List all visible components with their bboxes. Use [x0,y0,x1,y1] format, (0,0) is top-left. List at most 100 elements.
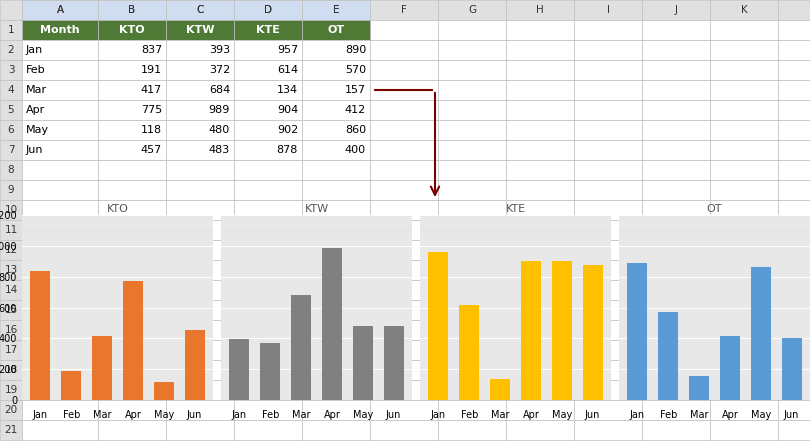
Bar [574,60,642,80]
Bar [234,360,302,380]
Bar [438,260,506,280]
Bar [778,240,810,260]
Bar [782,338,802,400]
Bar [302,360,370,380]
Bar [438,20,506,40]
Bar [370,360,438,380]
Bar [506,300,574,320]
Bar [302,60,370,80]
Text: 417: 417 [141,85,162,95]
Text: 372: 372 [209,65,230,75]
Text: Jan: Jan [26,45,43,55]
Bar [98,20,166,40]
Bar [710,0,778,20]
Text: B: B [129,5,135,15]
Bar [166,100,234,120]
Bar [778,400,810,420]
Bar [234,240,302,260]
Bar [370,40,438,60]
Bar [710,400,778,420]
Bar [166,200,234,220]
Bar [710,200,778,220]
Bar [234,180,302,200]
Bar [438,320,506,340]
Bar [166,160,234,180]
Text: 20: 20 [4,405,18,415]
Bar [22,80,98,100]
Text: 118: 118 [141,125,162,135]
Bar [302,400,370,420]
Bar [302,40,370,60]
Bar [438,60,506,80]
Bar [438,340,506,360]
Text: 393: 393 [209,45,230,55]
Bar [22,260,98,280]
Bar [302,120,370,140]
Text: B: B [129,5,135,15]
Text: 15: 15 [4,305,18,315]
Bar [234,380,302,400]
Bar [98,120,166,140]
Bar [778,180,810,200]
Bar [370,80,438,100]
Bar [778,140,810,160]
Text: KTW: KTW [185,25,215,35]
Bar [154,382,173,400]
Bar [506,60,574,80]
Bar [370,220,438,240]
Bar [642,160,710,180]
Bar [778,340,810,360]
Bar [370,140,438,160]
Bar [302,380,370,400]
Bar [166,0,234,20]
Bar [302,140,370,160]
Bar [98,240,166,260]
Text: 18: 18 [4,365,18,375]
Bar [642,400,710,420]
Bar [642,420,710,440]
Bar [166,120,234,140]
Bar [438,40,506,60]
Text: E: E [333,5,339,15]
Bar [438,360,506,380]
Bar [778,80,810,100]
Text: 3: 3 [7,65,15,75]
Bar [642,140,710,160]
Bar [506,380,574,400]
Bar [302,300,370,320]
Bar [166,400,234,420]
Bar [370,100,438,120]
Bar [370,420,438,440]
Bar [506,0,574,20]
Bar [370,260,438,280]
Bar [778,420,810,440]
Bar [22,60,98,80]
Bar [642,320,710,340]
Bar [98,80,166,100]
Bar [166,40,234,60]
Bar [710,100,778,120]
Bar [0,420,22,440]
Text: 957: 957 [277,45,298,55]
Bar [438,220,506,240]
Bar [370,300,438,320]
Bar [166,420,234,440]
Bar [383,326,403,400]
Bar [642,100,710,120]
Bar [438,80,506,100]
Text: 21: 21 [4,425,18,435]
Bar [642,20,710,40]
Bar [642,60,710,80]
Bar [234,120,302,140]
Bar [438,240,506,260]
Bar [302,200,370,220]
Text: KTE: KTE [256,25,280,35]
Bar [710,60,778,80]
Bar [506,360,574,380]
Bar [710,20,778,40]
Bar [229,339,249,400]
Bar [370,60,438,80]
Bar [302,120,370,140]
Bar [778,360,810,380]
Bar [574,360,642,380]
